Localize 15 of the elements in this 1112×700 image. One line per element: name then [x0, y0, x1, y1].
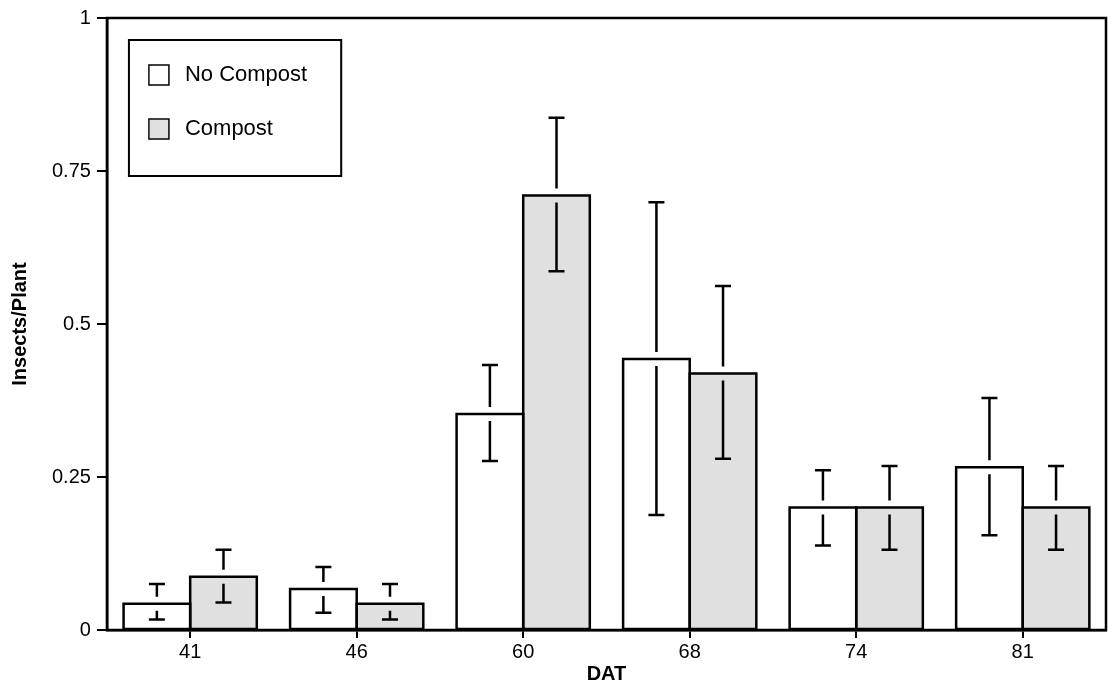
legend-label: Compost [184, 115, 273, 141]
x-tick-label: 41 [179, 639, 202, 662]
y-tick-label: 0.75 [51, 158, 91, 181]
x-tick-label: 81 [1011, 639, 1034, 662]
y-tick-label: 1 [79, 5, 91, 28]
y-tick-label: 0 [79, 617, 91, 640]
legend-label: No Compost [184, 61, 308, 87]
y-tick-label: 0.5 [63, 311, 91, 334]
x-tick-label: 68 [678, 639, 701, 662]
x-axis-title: DAT [586, 661, 627, 684]
x-tick-label: 74 [845, 639, 868, 662]
x-tick-label: 60 [512, 639, 535, 662]
x-tick-label: 46 [345, 639, 368, 662]
y-axis-title: Insects/Plant [7, 261, 30, 386]
y-tick-label: 0.25 [51, 464, 91, 487]
